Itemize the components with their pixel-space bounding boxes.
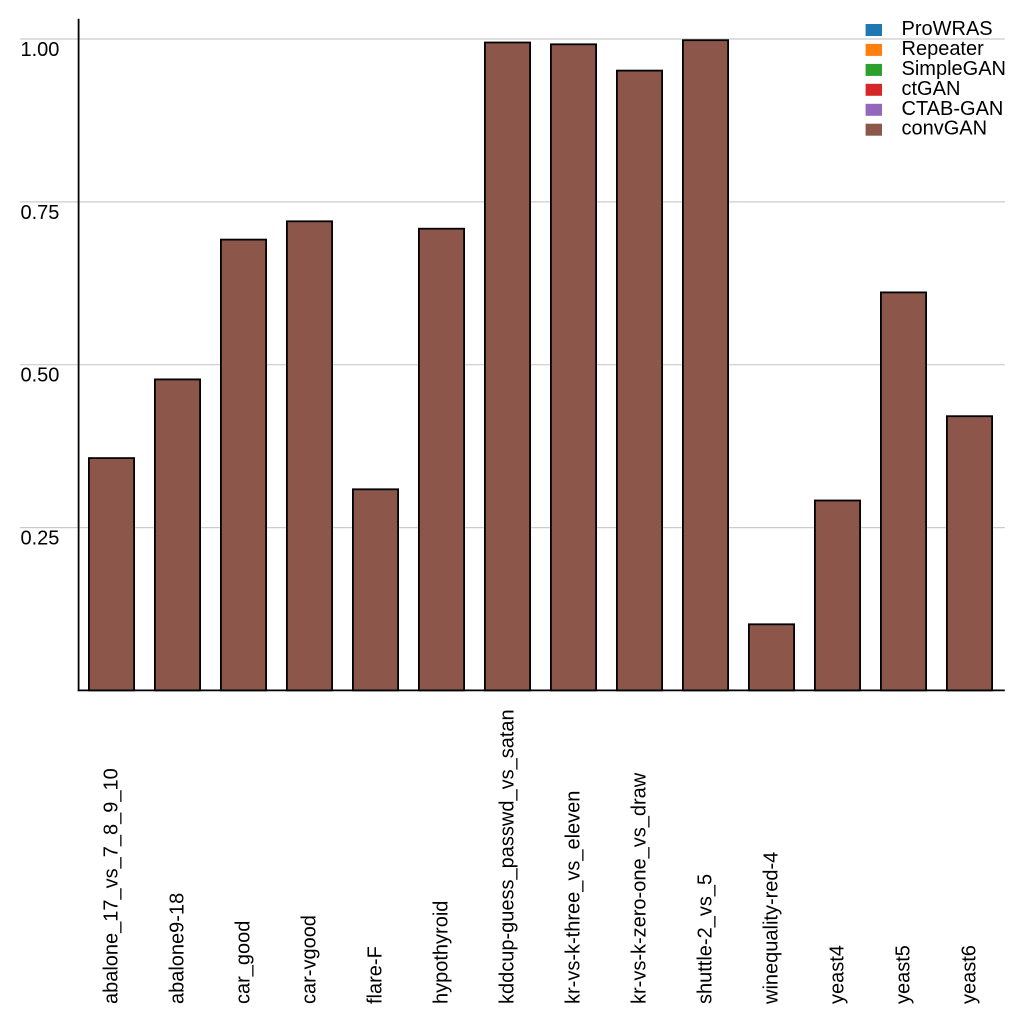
svg-text:SimpleGAN: SimpleGAN: [902, 58, 1006, 80]
svg-text:ProWRAS: ProWRAS: [902, 18, 993, 40]
svg-text:car-vgood: car-vgood: [299, 915, 321, 1004]
svg-text:0.50: 0.50: [21, 365, 60, 387]
svg-text:kddcup-guess_passwd_vs_satan: kddcup-guess_passwd_vs_satan: [497, 709, 519, 1004]
svg-text:shuttle-2_vs_5: shuttle-2_vs_5: [695, 874, 717, 1004]
svg-text:abalone9-18: abalone9-18: [167, 893, 189, 1004]
svg-text:yeast6: yeast6: [959, 945, 981, 1004]
svg-text:car_good: car_good: [233, 921, 255, 1004]
svg-text:hypothyroid: hypothyroid: [431, 901, 453, 1004]
svg-text:yeast4: yeast4: [827, 945, 849, 1004]
svg-text:yeast5: yeast5: [893, 945, 915, 1004]
svg-text:ctGAN: ctGAN: [902, 78, 961, 100]
svg-text:kr-vs-k-zero-one_vs_draw: kr-vs-k-zero-one_vs_draw: [629, 772, 651, 1004]
svg-text:winequality-red-4: winequality-red-4: [761, 852, 783, 1005]
svg-text:0.75: 0.75: [21, 202, 60, 224]
svg-text:kr-vs-k-three_vs_eleven: kr-vs-k-three_vs_eleven: [563, 791, 585, 1004]
svg-text:0.25: 0.25: [21, 528, 60, 550]
svg-text:Repeater: Repeater: [902, 38, 985, 60]
svg-text:flare-F: flare-F: [365, 946, 387, 1004]
svg-text:1.00: 1.00: [21, 39, 60, 61]
svg-text:abalone_17_vs_7_8_9_10: abalone_17_vs_7_8_9_10: [101, 768, 123, 1004]
svg-text:CTAB-GAN: CTAB-GAN: [902, 98, 1004, 120]
svg-text:convGAN: convGAN: [902, 118, 988, 140]
